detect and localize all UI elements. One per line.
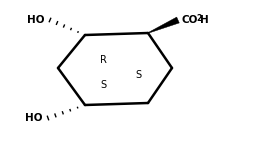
- Text: CO: CO: [181, 15, 197, 25]
- Text: S: S: [135, 70, 141, 80]
- Text: R: R: [99, 55, 106, 65]
- Text: H: H: [200, 15, 209, 25]
- Text: HO: HO: [24, 113, 42, 123]
- Text: 2: 2: [196, 14, 201, 23]
- Text: S: S: [100, 80, 106, 90]
- Text: HO: HO: [26, 15, 44, 25]
- Polygon shape: [148, 17, 179, 33]
